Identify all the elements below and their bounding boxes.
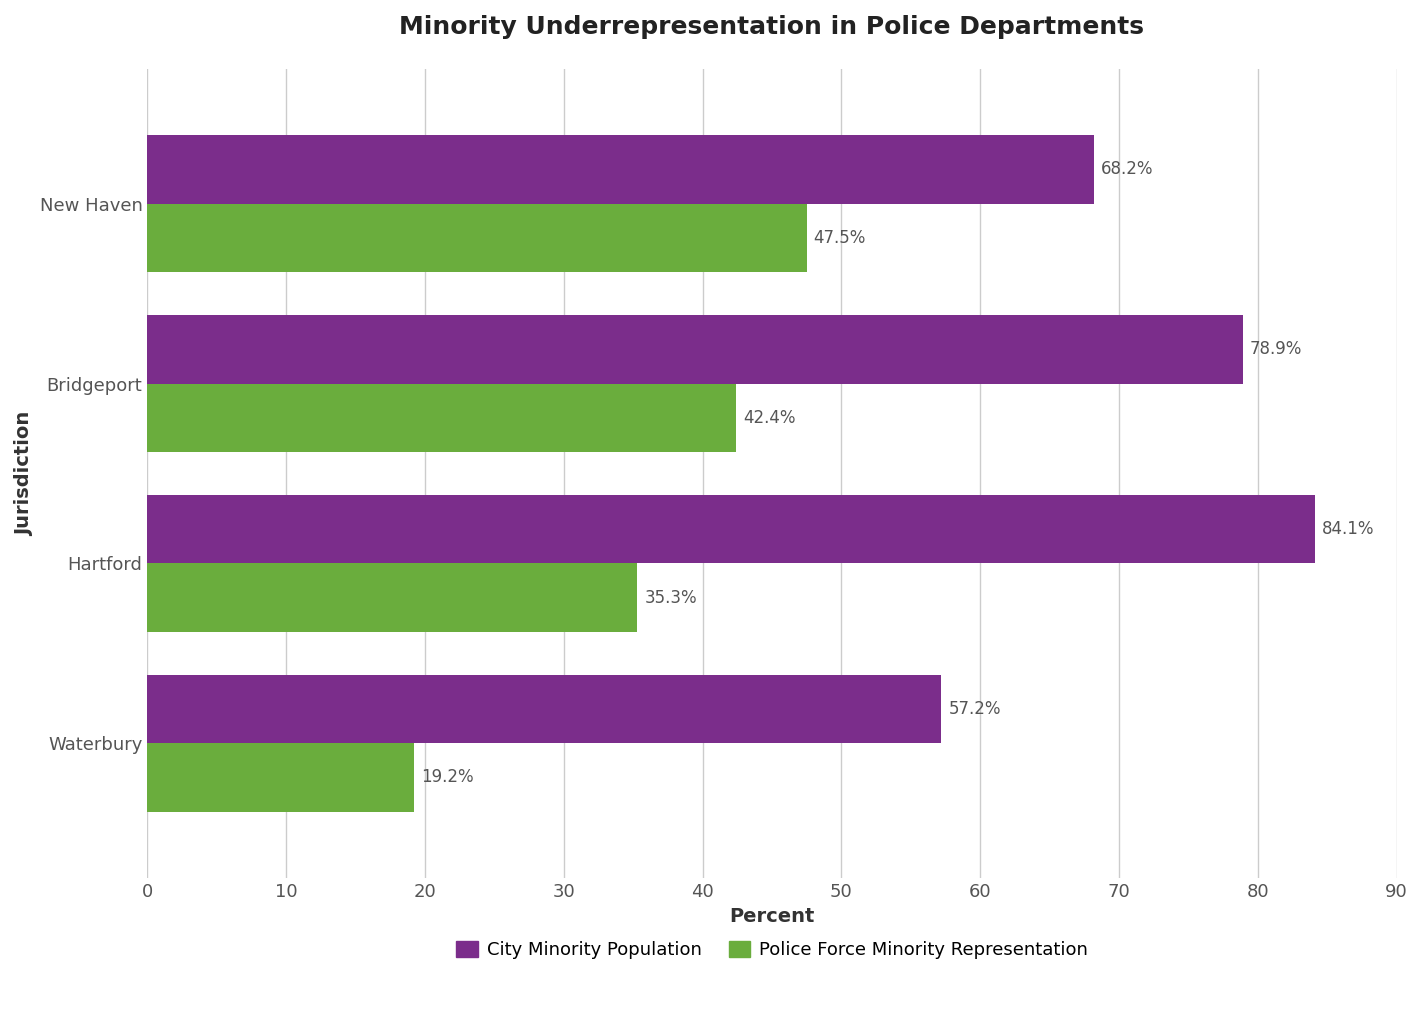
Bar [148, 315, 1242, 384]
Text: 84.1%: 84.1% [1322, 521, 1375, 538]
Bar [148, 135, 1094, 204]
Y-axis label: Jurisdiction: Jurisdiction [16, 411, 34, 535]
Text: 35.3%: 35.3% [645, 589, 697, 606]
Title: Minority Underrepresentation in Police Departments: Minority Underrepresentation in Police D… [400, 15, 1144, 39]
Text: 78.9%: 78.9% [1249, 340, 1302, 359]
Bar [148, 563, 638, 632]
X-axis label: Percent: Percent [729, 906, 814, 926]
Text: 47.5%: 47.5% [814, 229, 867, 246]
Text: 19.2%: 19.2% [421, 768, 474, 787]
Bar [148, 384, 736, 452]
Legend: City Minority Population, Police Force Minority Representation: City Minority Population, Police Force M… [448, 934, 1096, 966]
Bar [148, 743, 414, 811]
Text: 57.2%: 57.2% [948, 700, 1000, 719]
Text: 68.2%: 68.2% [1101, 161, 1154, 178]
Bar [148, 675, 941, 743]
Bar [148, 495, 1315, 563]
Bar [148, 204, 807, 272]
Text: 42.4%: 42.4% [743, 408, 795, 427]
